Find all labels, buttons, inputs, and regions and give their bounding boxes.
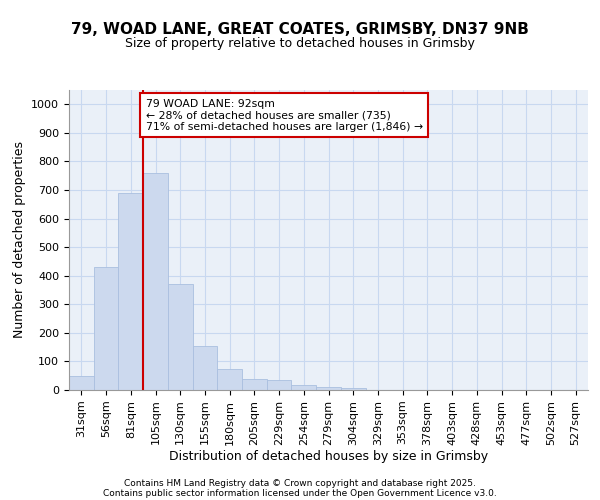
Bar (94, 267, 118, 390)
Bar (69, 376, 94, 390)
Bar (267, 380, 292, 390)
Bar (242, 378, 267, 390)
Text: Contains HM Land Registry data © Crown copyright and database right 2025.: Contains HM Land Registry data © Crown c… (124, 478, 476, 488)
Bar (168, 284, 193, 390)
Bar (143, 173, 168, 390)
Text: Size of property relative to detached houses in Grimsby: Size of property relative to detached ho… (125, 38, 475, 51)
Text: 79 WOAD LANE: 92sqm
← 28% of detached houses are smaller (735)
71% of semi-detac: 79 WOAD LANE: 92sqm ← 28% of detached ho… (146, 98, 423, 132)
Bar (193, 346, 217, 390)
X-axis label: Distribution of detached houses by size in Grimsby: Distribution of detached houses by size … (169, 450, 488, 464)
Bar (292, 385, 316, 390)
Bar (217, 368, 242, 390)
Bar (341, 388, 365, 390)
Bar (118, 193, 143, 390)
Y-axis label: Number of detached properties: Number of detached properties (13, 142, 26, 338)
Text: Contains public sector information licensed under the Open Government Licence v3: Contains public sector information licen… (103, 488, 497, 498)
Text: 79, WOAD LANE, GREAT COATES, GRIMSBY, DN37 9NB: 79, WOAD LANE, GREAT COATES, GRIMSBY, DN… (71, 22, 529, 38)
Bar (316, 386, 341, 390)
